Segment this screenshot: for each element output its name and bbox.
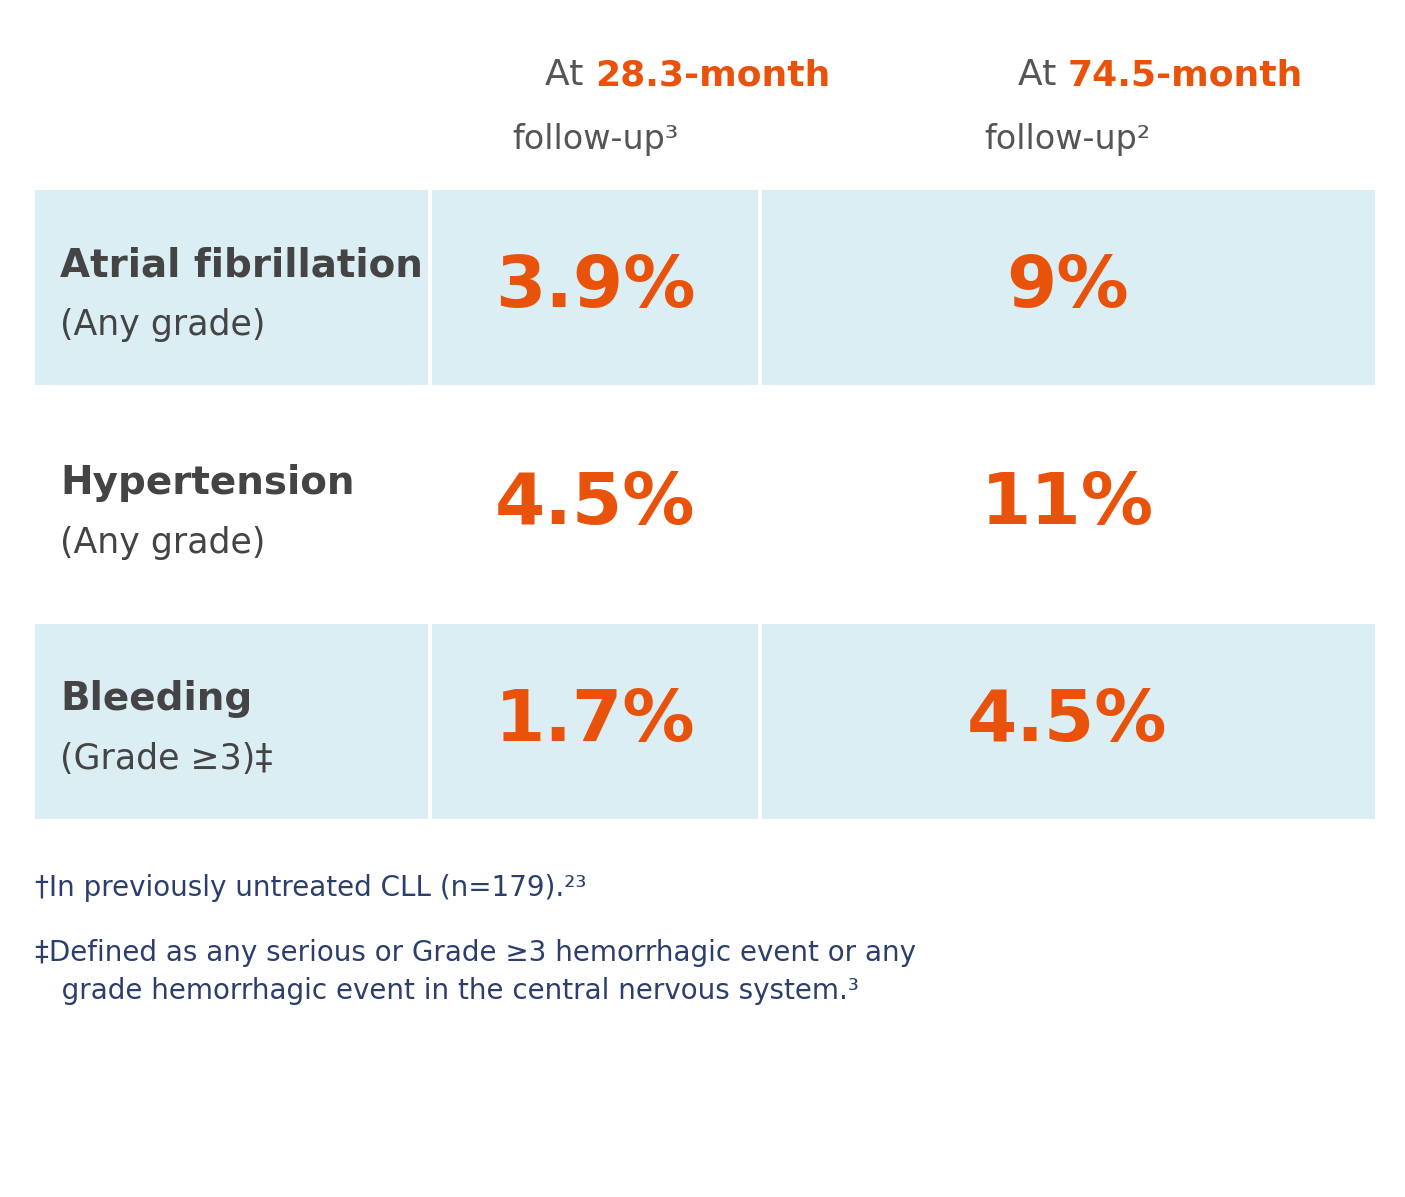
Text: At: At [1017,57,1068,92]
Text: 4.5%: 4.5% [495,470,695,539]
Text: 28.3-month: 28.3-month [594,57,830,92]
Text: 4.5%: 4.5% [967,687,1168,757]
Text: grade hemorrhagic event in the central nervous system.³: grade hemorrhagic event in the central n… [35,977,858,1005]
Text: (Any grade): (Any grade) [60,309,266,342]
Text: follow-up³: follow-up³ [511,123,679,157]
Text: follow-up²: follow-up² [985,123,1151,157]
Text: (Grade ≥3)‡: (Grade ≥3)‡ [60,742,273,777]
Bar [35,624,1375,819]
Bar [35,190,1375,385]
Text: 74.5-month: 74.5-month [1068,57,1302,92]
Text: ‡Defined as any serious or Grade ≥3 hemorrhagic event or any: ‡Defined as any serious or Grade ≥3 hemo… [35,938,916,967]
Text: Bleeding: Bleeding [60,681,253,718]
Text: 9%: 9% [1006,253,1128,322]
Text: At: At [545,57,594,92]
Text: †In previously untreated CLL (n=179).²³: †In previously untreated CLL (n=179).²³ [35,874,586,903]
Text: 11%: 11% [981,470,1154,539]
Text: Atrial fibrillation: Atrial fibrillation [60,247,423,285]
Text: 3.9%: 3.9% [495,253,695,322]
Text: (Any grade): (Any grade) [60,525,266,559]
Text: 1.7%: 1.7% [495,687,695,757]
Text: Hypertension: Hypertension [60,463,354,502]
